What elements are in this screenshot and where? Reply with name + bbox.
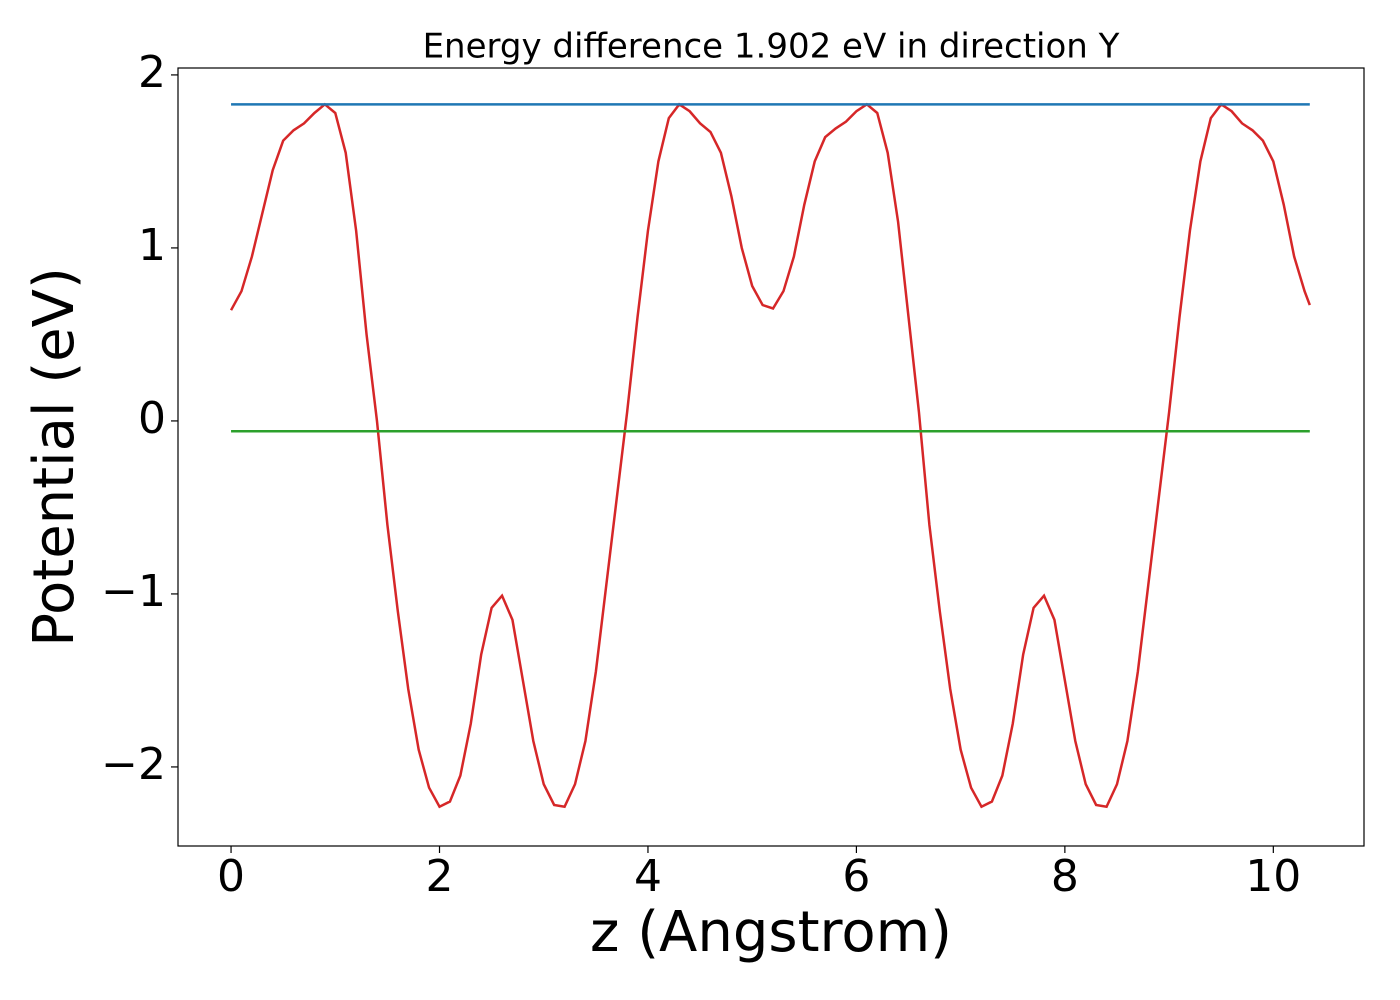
x-axis-label: z (Angstrom) (590, 900, 952, 965)
x-tick-label: 4 (634, 851, 662, 902)
y-tick-label: −1 (101, 566, 166, 617)
y-tick-label: −2 (101, 739, 166, 790)
chart-title: Energy difference 1.902 eV in direction … (423, 27, 1120, 67)
y-tick-label: 1 (138, 220, 166, 271)
y-tick-label: 2 (138, 47, 166, 98)
x-tick-label: 2 (426, 851, 454, 902)
x-tick-label: 6 (842, 851, 870, 902)
plot-frame (177, 67, 1365, 847)
x-tick-label: 8 (1051, 851, 1079, 902)
line (229, 102, 1311, 809)
x-tick-label: 0 (217, 851, 245, 902)
y-axis-label: Potential (eV) (22, 267, 87, 647)
x-tick-label: 10 (1245, 851, 1301, 902)
y-tick-label: 0 (138, 393, 166, 444)
